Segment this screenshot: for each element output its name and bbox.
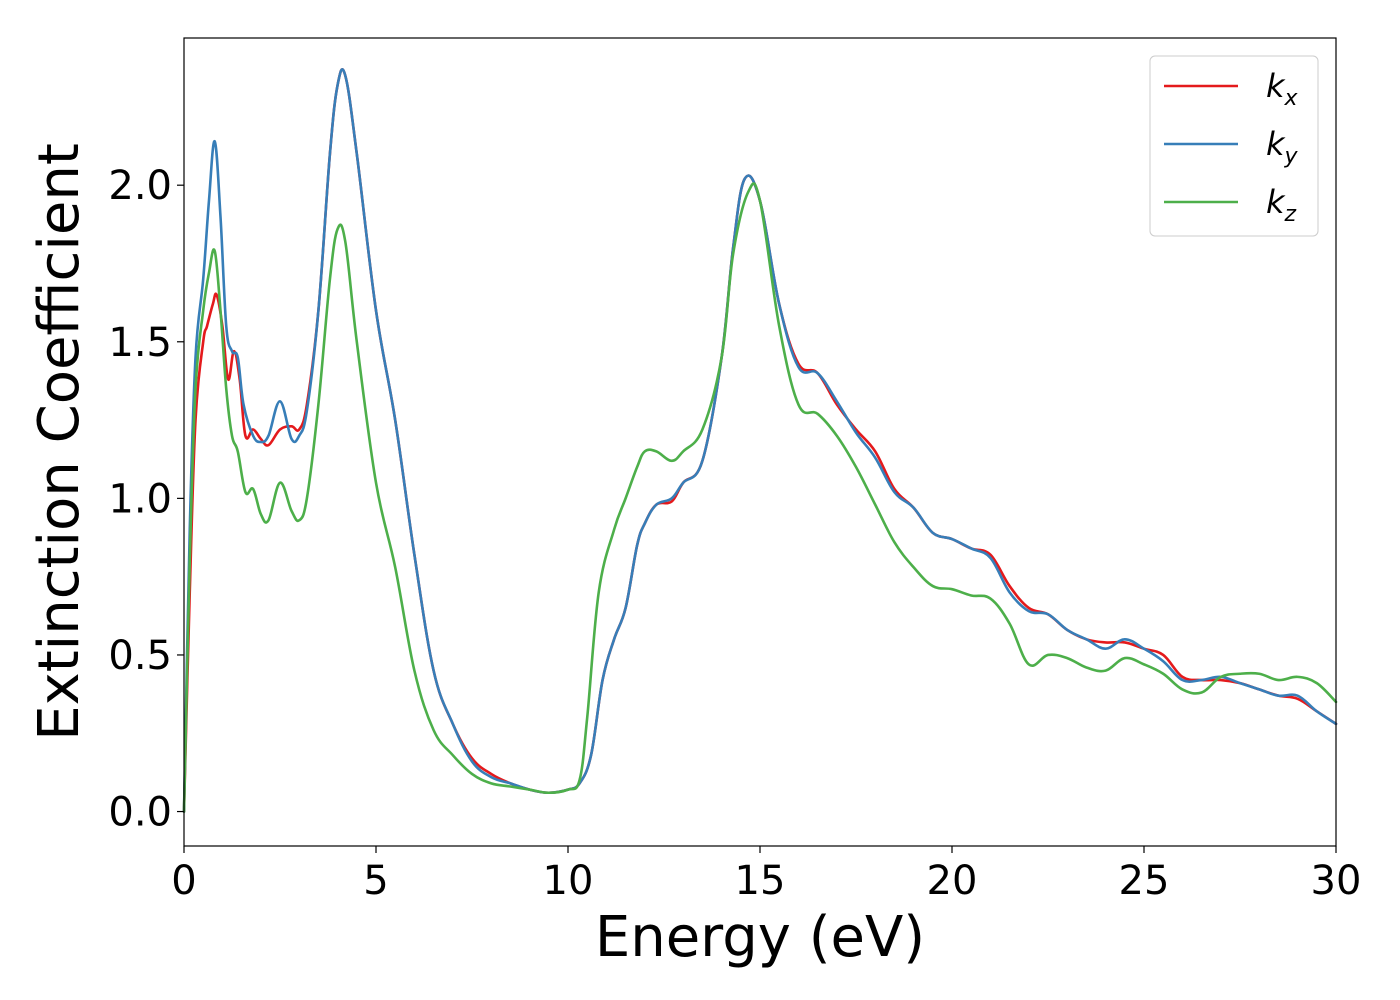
legend-label-kx: kx xyxy=(1266,67,1299,111)
x-tick-label: 25 xyxy=(1119,858,1170,904)
legend-label-kz: kz xyxy=(1266,183,1297,227)
x-axis-title: Energy (eV) xyxy=(595,905,925,970)
y-tick-label: 1.0 xyxy=(108,476,172,522)
legend-label-ky: ky xyxy=(1266,125,1299,169)
x-tick-label: 15 xyxy=(735,858,786,904)
series-line-kz xyxy=(182,182,1338,813)
y-tick-label: 0.0 xyxy=(108,790,172,836)
series-layer xyxy=(182,68,1338,813)
x-axis: 0 5 10 15 20 25 30 xyxy=(171,846,1361,904)
y-tick-label: 0.5 xyxy=(108,633,172,679)
y-tick-label: 1.5 xyxy=(108,320,172,366)
x-tick-label: 10 xyxy=(543,858,594,904)
y-tick-label: 2.0 xyxy=(108,163,172,209)
x-tick-label: 5 xyxy=(363,858,388,904)
series-line-ky xyxy=(182,68,1338,813)
x-tick-label: 30 xyxy=(1311,858,1362,904)
x-tick-label: 0 xyxy=(171,858,196,904)
legend-box xyxy=(1149,55,1319,237)
y-axis-title: Extinction Coefficient xyxy=(27,143,92,741)
y-axis: 0.0 0.5 1.0 1.5 2.0 xyxy=(108,163,184,836)
x-tick-label: 20 xyxy=(927,858,978,904)
legend: kx ky kz xyxy=(1149,55,1319,237)
